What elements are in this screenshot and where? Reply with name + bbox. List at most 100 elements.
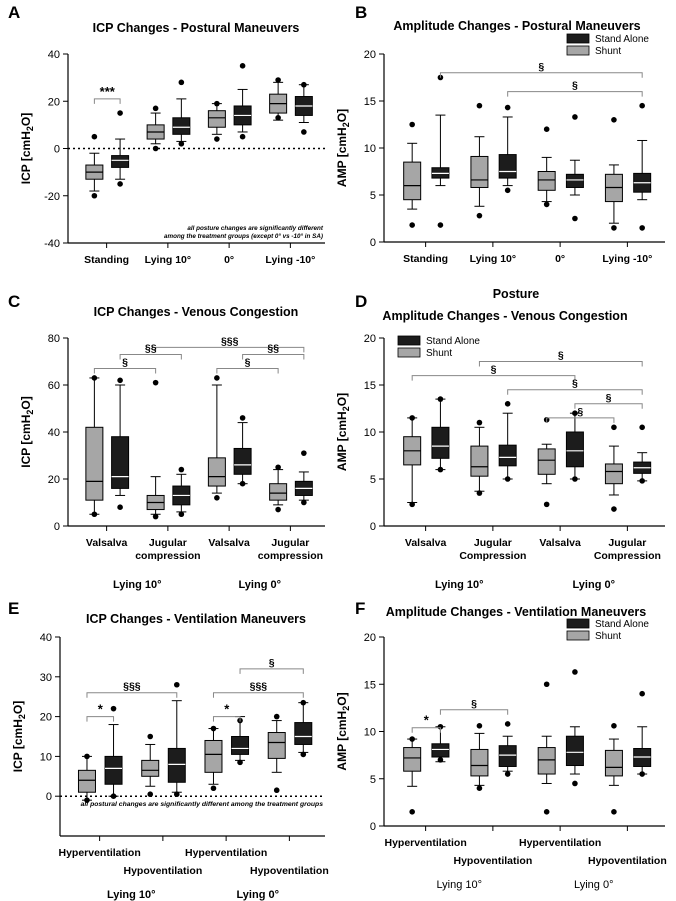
legend-swatch (566, 630, 590, 641)
legend-swatch (397, 347, 421, 358)
data-point (543, 126, 550, 132)
chart-panel-F: F Amplitude Changes - Ventilation Maneuve… (335, 599, 667, 891)
data-point (91, 192, 98, 199)
data-point (214, 100, 220, 107)
y-tick-label: 20 (364, 49, 376, 61)
data-point (476, 490, 483, 496)
data-point (275, 114, 281, 121)
significance-label: § (572, 378, 578, 390)
box-iqr (141, 759, 160, 777)
data-point (572, 114, 578, 120)
y-tick-label: 40 (48, 49, 60, 61)
data-point (504, 771, 511, 777)
data-point (273, 713, 280, 720)
y-axis-label: ICP [cmH2O] (19, 113, 35, 185)
x-condition-label: Lying 0° (237, 889, 280, 901)
data-point (543, 681, 550, 688)
data-point (214, 136, 220, 142)
x-group-label: Jugular (271, 537, 309, 549)
data-point (409, 501, 415, 508)
significance-bracket: § (574, 392, 643, 409)
x-group-label: Lying 10° (470, 253, 516, 265)
box-stand-alone (294, 81, 313, 135)
box-iqr (403, 747, 422, 772)
y-tick-label: 15 (364, 380, 376, 392)
box-stand-alone (172, 79, 191, 147)
significance-bracket: § (93, 357, 157, 374)
significance-label: § (572, 80, 578, 92)
box-stand-alone (431, 396, 450, 473)
chart-title: Amplitude Changes - Ventilation Maneuver… (386, 605, 647, 619)
y-tick-label: 0 (46, 791, 52, 803)
y-tick-label: 20 (48, 96, 60, 108)
box-shunt (470, 419, 489, 496)
box-shunt (207, 375, 226, 501)
x-group-label: Hyperventilation (384, 837, 466, 849)
significance-bracket: § (507, 80, 643, 97)
bracket-line (507, 91, 643, 97)
data-point (611, 225, 617, 231)
significance-label: §§ (145, 342, 157, 354)
significance-label: * (424, 713, 430, 728)
box-stand-alone (633, 424, 652, 484)
y-tick-label: 20 (364, 333, 376, 345)
significance-bracket: § (507, 378, 643, 395)
chart-panel-C: C ICP Changes - Venous Congestion 0 20 40 60 8… (8, 292, 325, 591)
box-iqr (565, 735, 584, 767)
box-shunt (77, 753, 96, 803)
significance-label: §§ (267, 342, 279, 354)
panel-supertitle: Posture (493, 287, 540, 301)
data-point (639, 478, 645, 484)
box-shunt (204, 725, 223, 792)
bracket-line (411, 375, 576, 381)
box-shunt (146, 379, 165, 520)
bracket-line (155, 346, 305, 353)
x-group-label: 0° (224, 254, 234, 266)
box-stand-alone (431, 74, 450, 228)
box-iqr (269, 483, 288, 501)
y-tick-label: 20 (364, 632, 376, 644)
x-group-label: compression (258, 550, 323, 562)
data-point (91, 511, 98, 518)
x-group-label: Valsalva (208, 537, 250, 549)
data-point (437, 466, 444, 473)
chart-panel-D: D Posture Amplitude Changes - Venous Conge… (335, 287, 665, 591)
data-point (611, 809, 617, 815)
data-point (476, 419, 483, 426)
box-stand-alone (294, 699, 313, 758)
chart-panel-B: B Amplitude Changes - Postural Maneuvers 0… (335, 3, 665, 265)
panel-letter: B (355, 3, 367, 22)
panel-letter: E (8, 599, 19, 618)
significance-label: § (471, 698, 477, 710)
y-tick-label: 0 (54, 144, 60, 156)
y-tick-label: -40 (44, 238, 60, 250)
legend-label: Shunt (426, 348, 452, 359)
bracket-line (93, 98, 121, 104)
box-shunt (604, 424, 623, 512)
data-point (639, 690, 645, 697)
significance-label: * (98, 702, 104, 717)
annotation-note: all posture changes are significantly di… (187, 225, 324, 232)
y-tick-label: 40 (40, 632, 52, 644)
bracket-line (119, 353, 182, 360)
data-point (639, 424, 645, 431)
box-iqr (204, 739, 223, 773)
y-tick-label: 20 (40, 712, 52, 724)
box-stand-alone (565, 669, 584, 787)
y-tick-label: 10 (40, 751, 52, 763)
box-iqr (470, 155, 489, 188)
box-iqr (537, 747, 556, 775)
box-stand-alone (498, 104, 517, 194)
data-point (117, 504, 123, 511)
data-point (275, 464, 281, 471)
box-iqr (267, 732, 286, 759)
bracket-line (411, 727, 441, 733)
x-condition-label: Lying 0° (574, 879, 613, 891)
data-point (117, 377, 123, 384)
box-shunt (537, 681, 556, 815)
significance-bracket: § (411, 364, 576, 381)
significance-label: § (538, 61, 544, 73)
data-point (437, 222, 444, 228)
